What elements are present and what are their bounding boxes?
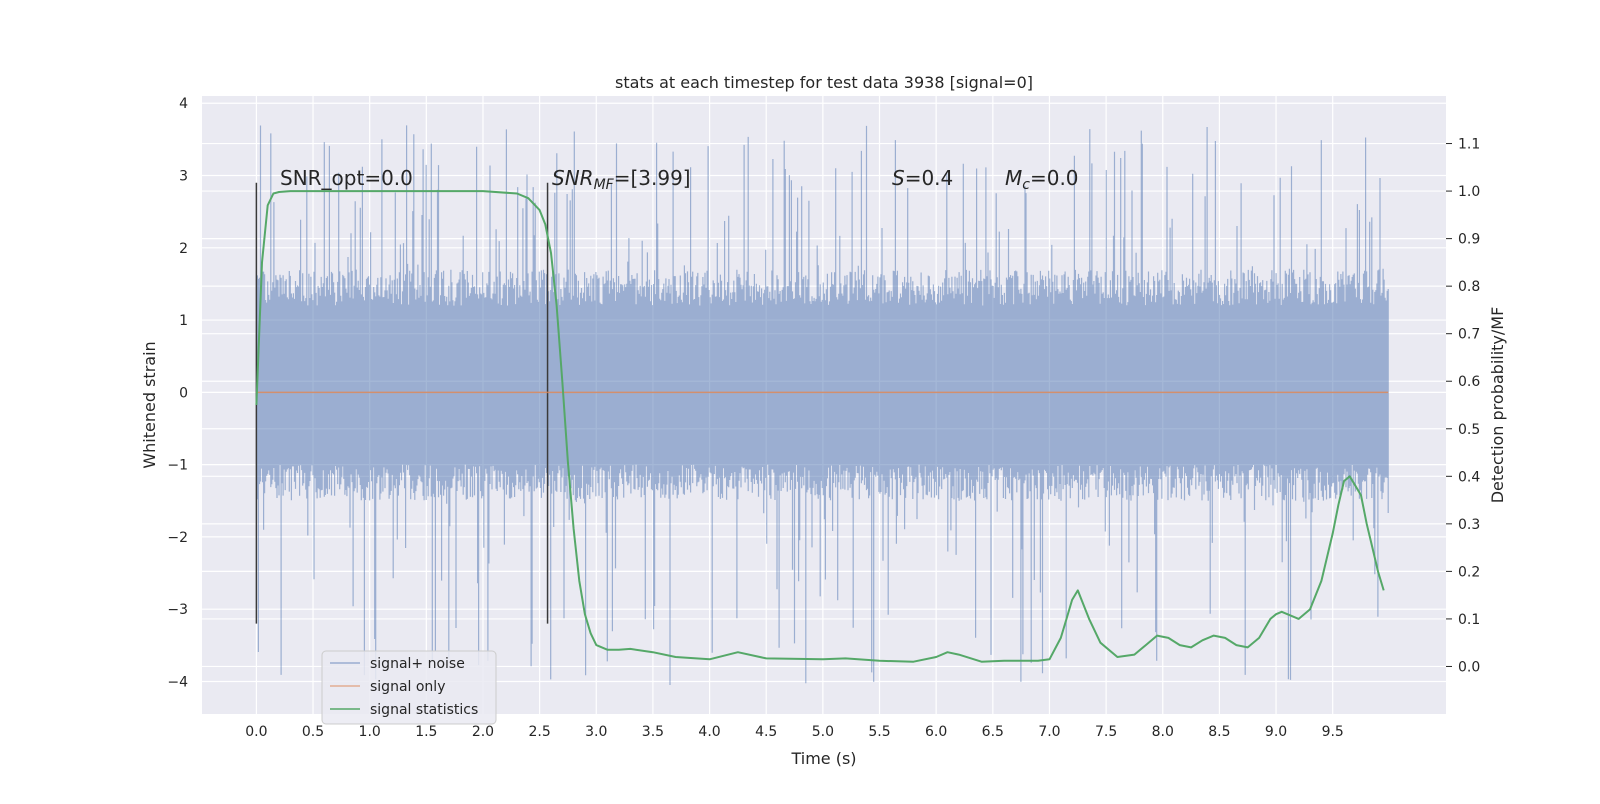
annotation-snr-mf: SNRMF=[3.99]	[552, 166, 691, 193]
y-right-tick-label: 0.4	[1458, 469, 1480, 485]
annotation-mc-main: M	[1005, 166, 1022, 190]
y-right-tick-label: 0.6	[1458, 374, 1480, 390]
annotation-snr-mf-sub: MF	[594, 177, 615, 193]
y-right-tick-label: 1.0	[1458, 184, 1480, 200]
y-left-tick-label: −1	[167, 458, 188, 474]
annotation-snr-mf-main: SNR	[552, 166, 594, 190]
x-tick-label: 3.0	[585, 724, 607, 740]
x-tick-label: 2.5	[528, 724, 550, 740]
annotation-snr-mf-value: =[3.99]	[614, 166, 691, 190]
x-tick-label: 7.0	[1038, 724, 1060, 740]
x-tick-label: 5.5	[868, 724, 890, 740]
y-right-tick-label: 1.1	[1458, 137, 1480, 153]
y-right-tick-label: 0.1	[1458, 612, 1480, 628]
annotation-mc-sub: c	[1022, 177, 1030, 193]
annotation-s-value: =0.4	[905, 166, 954, 190]
y-left-tick-label: 2	[179, 241, 188, 257]
x-tick-label: 4.5	[755, 724, 777, 740]
y-left-tick-label: 1	[179, 313, 188, 329]
legend-label-signal: signal only	[370, 679, 445, 695]
x-tick-label: 5.0	[812, 724, 834, 740]
y-right-tick-label: 0.8	[1458, 279, 1480, 295]
legend-label-noise: signal+ noise	[370, 656, 465, 672]
y-left-tick-label: −2	[167, 530, 188, 546]
y-left-tick-label: 4	[179, 96, 188, 112]
x-tick-label: 2.0	[472, 724, 494, 740]
y-right-tick-label: 0.3	[1458, 517, 1480, 533]
y-right-tick-label: 0.9	[1458, 232, 1480, 248]
legend-box	[321, 650, 497, 725]
line-series-layer	[255, 190, 1389, 663]
chart-title: stats at each timestep for test data 393…	[615, 73, 1033, 92]
x-tick-label: 6.5	[982, 724, 1004, 740]
x-tick-label: 9.0	[1265, 724, 1287, 740]
annotation-mc-value: =0.0	[1030, 166, 1079, 190]
y-left-tick-label: −3	[167, 602, 188, 618]
x-tick-label: 9.5	[1322, 724, 1344, 740]
annotation-snr-opt: SNR_opt=0.0	[280, 166, 413, 190]
signal-statistics-line	[255, 190, 1385, 663]
legend: signal+ noise signal only signal statist…	[321, 650, 497, 725]
x-tick-label: 6.0	[925, 724, 947, 740]
tick-label-layer: 0.0 0.5 1.0 1.5 2.0 2.5 3.0 3.5 4.0 4.5 5.0 5.5 6.0 6…	[167, 96, 1480, 740]
y-right-tick-label: 0.2	[1458, 564, 1480, 580]
x-axis-label: Time (s)	[790, 749, 856, 768]
y-right-tick-label: 0.7	[1458, 327, 1480, 343]
y-left-tick-label: −4	[167, 674, 188, 690]
x-tick-label: 1.0	[359, 724, 381, 740]
x-tick-label: 1.5	[415, 724, 437, 740]
x-tick-label: 4.0	[698, 724, 720, 740]
y-axis-label-right: Detection probability/MF	[1488, 307, 1507, 504]
x-tick-label: 0.0	[245, 724, 267, 740]
x-tick-label: 8.5	[1208, 724, 1230, 740]
x-tick-label: 3.5	[642, 724, 664, 740]
x-tick-label: 0.5	[302, 724, 324, 740]
y-axis-label-left: Whitened strain	[140, 341, 159, 468]
annotation-s: S=0.4	[892, 166, 953, 190]
y-right-tick-label: 0.0	[1458, 659, 1480, 675]
y-left-tick-label: 3	[179, 169, 188, 185]
y-left-tick-label: 0	[179, 385, 188, 401]
annotation-s-label: S	[892, 166, 905, 190]
y-right-tick-label: 0.5	[1458, 422, 1480, 438]
x-tick-label: 8.0	[1152, 724, 1174, 740]
x-tick-label: 7.5	[1095, 724, 1117, 740]
legend-label-statistics: signal statistics	[370, 702, 478, 718]
annotation-mc: Mc=0.0	[1005, 166, 1079, 193]
